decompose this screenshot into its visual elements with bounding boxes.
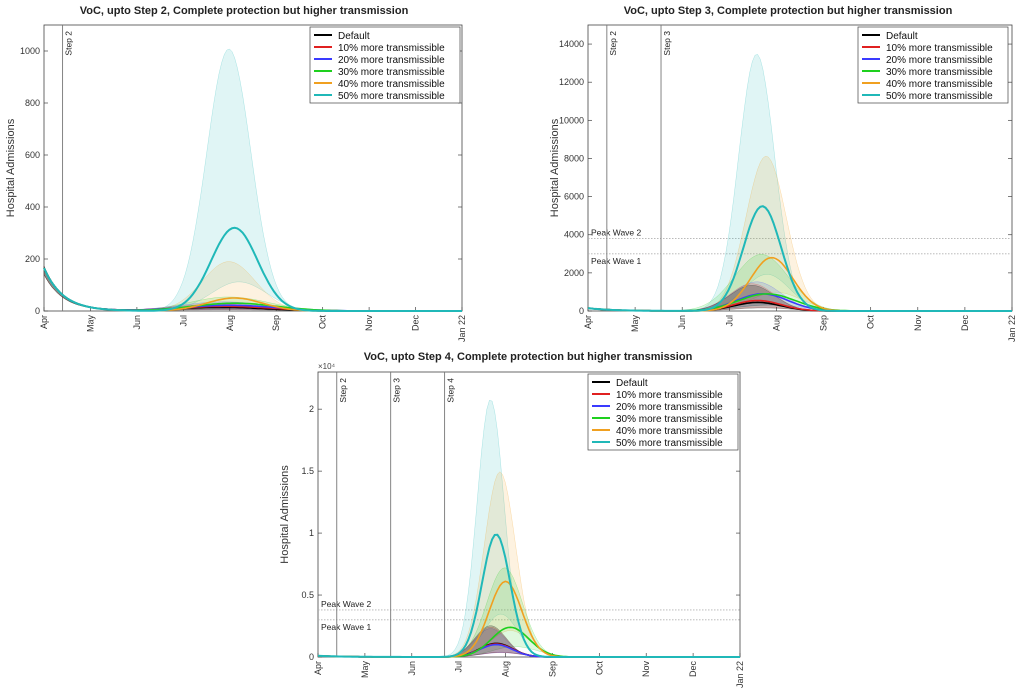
legend-entry: 10% more transmissible <box>338 43 445 54</box>
y-axis-label: Hospital Admissions <box>279 465 291 564</box>
y-tick-label: 1000 <box>20 46 40 56</box>
legend-entry: 50% more transmissible <box>338 91 445 102</box>
x-tick-label: Nov <box>913 315 923 332</box>
y-axis-label: Hospital Admissions <box>5 118 17 217</box>
legend-entry: 40% more transmissible <box>616 426 723 437</box>
legend-entry: 30% more transmissible <box>338 67 445 78</box>
legend-entry: 40% more transmissible <box>338 79 445 90</box>
y-tick-label: 8000 <box>564 153 584 163</box>
y-tick-label: 0.5 <box>301 590 314 600</box>
chart-title: VoC, upto Step 2, Complete protection bu… <box>80 5 409 17</box>
reference-line-label: Peak Wave 2 <box>321 599 372 609</box>
reference-line-label: Peak Wave 1 <box>591 256 642 266</box>
x-tick-label: Jun <box>407 661 417 676</box>
y-axis-label: Hospital Admissions <box>549 118 561 217</box>
chart-panel-step4: VoC, upto Step 4, Complete protection bu… <box>272 346 752 693</box>
legend-box <box>587 373 739 451</box>
x-tick-label: Jul <box>178 315 188 327</box>
x-tick-label: Jan 22 <box>735 661 745 688</box>
reference-line-label: Peak Wave 1 <box>321 622 372 632</box>
legend-entry: 30% more transmissible <box>886 67 993 78</box>
legend-entry: 50% more transmissible <box>616 438 723 449</box>
x-tick-label: Jul <box>454 661 464 673</box>
step-line-label: Step 3 <box>392 378 402 403</box>
y-tick-label: 200 <box>25 254 40 264</box>
y-tick-label: 4000 <box>564 230 584 240</box>
legend-entry: 10% more transmissible <box>886 43 993 54</box>
x-tick-label: Apr <box>39 315 49 329</box>
x-tick-label: Aug <box>771 315 781 331</box>
x-tick-label: Jan 22 <box>1007 315 1017 342</box>
chart-svg-step3: VoC, upto Step 3, Complete protection bu… <box>549 5 1017 342</box>
x-tick-label: Apr <box>313 661 323 675</box>
x-tick-label: Apr <box>583 315 593 329</box>
y-tick-label: 2000 <box>564 268 584 278</box>
chart-svg-step2: VoC, upto Step 2, Complete protection bu… <box>5 5 467 342</box>
step-line-label: Step 2 <box>608 31 618 56</box>
x-tick-label: Sep <box>271 315 281 331</box>
step-line-label: Step 4 <box>446 378 456 403</box>
step-line-label: Step 3 <box>662 31 672 56</box>
step-line-label: Step 2 <box>64 31 74 56</box>
x-tick-label: Aug <box>501 661 511 677</box>
y-tick-label: 0 <box>309 652 314 662</box>
x-tick-label: Dec <box>411 315 421 332</box>
legend-entry: 20% more transmissible <box>338 55 445 66</box>
x-tick-label: Jun <box>677 315 687 330</box>
series-line-5 <box>587 205 1012 312</box>
y-tick-label: 400 <box>25 202 40 212</box>
y-tick-label: 10000 <box>559 115 584 125</box>
legend-entry: Default <box>616 378 648 389</box>
chart-title: VoC, upto Step 3, Complete protection bu… <box>624 5 953 17</box>
x-tick-label: Sep <box>819 315 829 331</box>
chart-panel-step2: VoC, upto Step 2, Complete protection bu… <box>0 0 470 342</box>
chart-svg-step4: VoC, upto Step 4, Complete protection bu… <box>279 351 745 688</box>
y-tick-label: 0 <box>579 306 584 316</box>
x-tick-label: Sep <box>547 661 557 677</box>
x-tick-label: Aug <box>225 315 235 331</box>
y-tick-label: 12000 <box>559 77 584 87</box>
x-tick-label: May <box>360 661 370 679</box>
x-tick-label: Dec <box>960 315 970 332</box>
series-line-5 <box>317 533 740 658</box>
x-tick-label: Nov <box>364 315 374 332</box>
chart-title: VoC, upto Step 4, Complete protection bu… <box>364 351 693 363</box>
x-tick-label: Jul <box>724 315 734 327</box>
legend-entry: 30% more transmissible <box>616 414 723 425</box>
x-tick-label: May <box>85 315 95 333</box>
reference-line-label: Peak Wave 2 <box>591 228 642 238</box>
x-tick-label: Oct <box>318 315 328 330</box>
x-tick-label: Jan 22 <box>457 315 467 342</box>
y-tick-label: 2 <box>309 404 314 414</box>
x-tick-label: Nov <box>641 661 651 678</box>
legend-entry: 20% more transmissible <box>886 55 993 66</box>
legend-box <box>857 26 1009 104</box>
x-tick-label: Dec <box>688 661 698 678</box>
legend-entry: 10% more transmissible <box>616 390 723 401</box>
legend-box <box>309 26 461 104</box>
series-line-5 <box>43 226 462 312</box>
y-tick-label: 800 <box>25 98 40 108</box>
x-tick-label: Oct <box>866 315 876 330</box>
legend-entry: 20% more transmissible <box>616 402 723 413</box>
y-tick-label: 1 <box>309 528 314 538</box>
x-tick-label: Oct <box>594 661 604 676</box>
y-exponent-label: ×10⁴ <box>318 362 336 371</box>
y-tick-label: 0 <box>35 306 40 316</box>
x-tick-label: May <box>630 315 640 333</box>
y-tick-label: 6000 <box>564 192 584 202</box>
legend-entry: 50% more transmissible <box>886 91 993 102</box>
y-tick-label: 1.5 <box>301 466 314 476</box>
step-line-label: Step 2 <box>338 378 348 403</box>
chart-panel-step3: VoC, upto Step 3, Complete protection bu… <box>548 0 1024 342</box>
legend-entry: 40% more transmissible <box>886 79 993 90</box>
legend-entry: Default <box>886 31 918 42</box>
legend-entry: Default <box>338 31 370 42</box>
y-tick-label: 14000 <box>559 39 584 49</box>
y-tick-label: 600 <box>25 150 40 160</box>
x-tick-label: Jun <box>132 315 142 330</box>
